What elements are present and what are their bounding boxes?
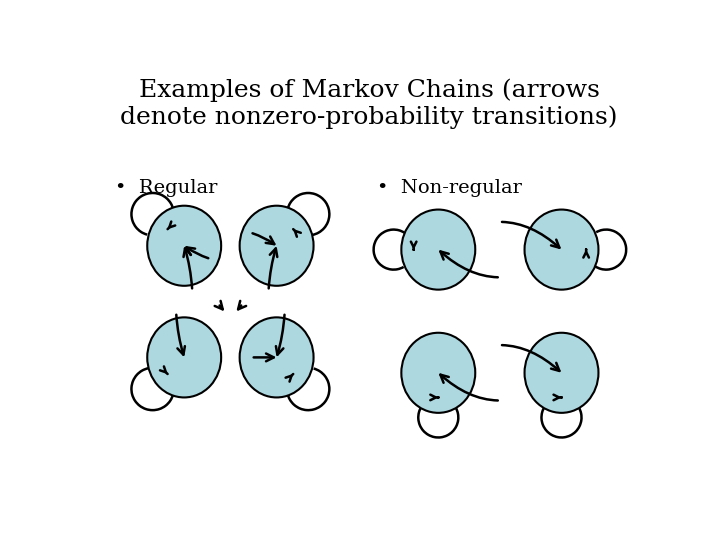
Ellipse shape bbox=[147, 206, 221, 286]
Ellipse shape bbox=[401, 210, 475, 289]
Text: •  Regular: • Regular bbox=[115, 179, 217, 197]
Ellipse shape bbox=[401, 333, 475, 413]
Text: Examples of Markov Chains (arrows
denote nonzero-probability transitions): Examples of Markov Chains (arrows denote… bbox=[120, 79, 618, 130]
Ellipse shape bbox=[240, 318, 314, 397]
Text: •  Non-regular: • Non-regular bbox=[377, 179, 521, 197]
Ellipse shape bbox=[525, 333, 598, 413]
Ellipse shape bbox=[240, 206, 314, 286]
Ellipse shape bbox=[147, 318, 221, 397]
Ellipse shape bbox=[525, 210, 598, 289]
